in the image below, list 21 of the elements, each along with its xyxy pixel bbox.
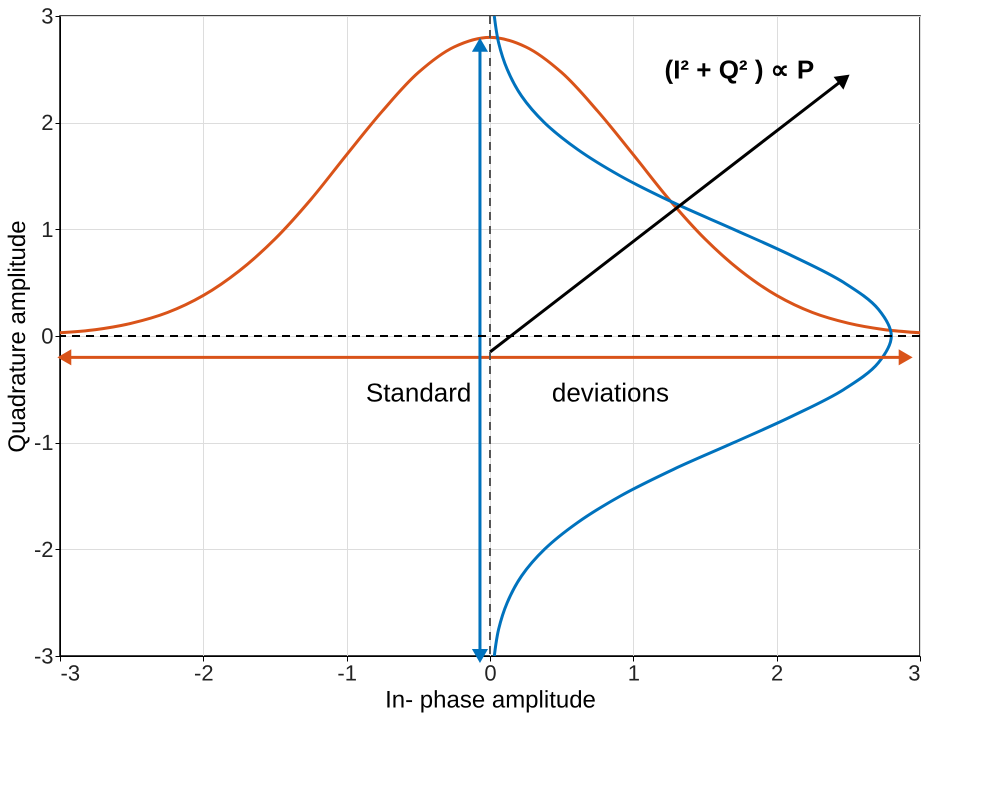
- x-tick-label: -2: [194, 660, 214, 686]
- y-tick-label: 0: [41, 324, 54, 348]
- annotation: deviations: [552, 378, 669, 408]
- annotation: (I² + Q² ) ∝ P: [664, 54, 814, 84]
- x-tick-label: -3: [60, 660, 80, 686]
- x-tick-label: 2: [771, 660, 784, 686]
- line-series: [58, 36, 922, 334]
- x-axis-title: In- phase amplitude: [385, 686, 596, 714]
- x-tick-label: 3: [908, 660, 920, 686]
- y-tick-label: -2: [34, 536, 54, 562]
- y-axis-title: Quadrature amplitude: [4, 220, 31, 453]
- y-tick-label: -1: [34, 430, 54, 456]
- line-series: [492, 14, 893, 658]
- y-tick-label: 2: [41, 110, 54, 136]
- x-tick-label: 0: [484, 660, 497, 686]
- y-tick-label: 1: [41, 216, 54, 242]
- annotation: Standard: [366, 378, 472, 408]
- x-tick-label: 1: [628, 660, 640, 686]
- x-tick-label: -1: [337, 660, 357, 686]
- y-tick-label: -3: [34, 644, 54, 668]
- y-tick-label: 3: [41, 4, 54, 28]
